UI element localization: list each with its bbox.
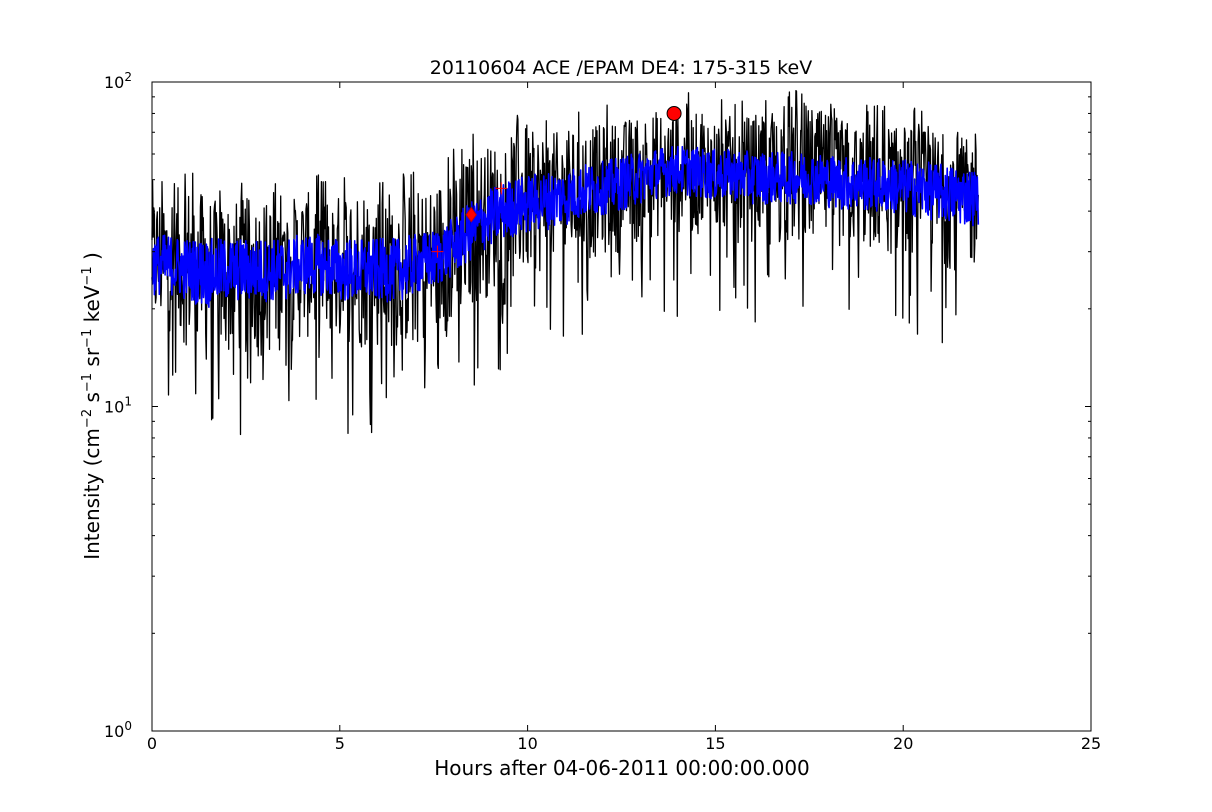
- x-tick-label: 20: [893, 734, 913, 753]
- x-tick-label: 0: [147, 734, 157, 753]
- x-tick-label: 10: [517, 734, 537, 753]
- x-tick-label: 5: [335, 734, 345, 753]
- marker-plus-3: [495, 182, 508, 195]
- peak-marker-circle: [666, 105, 682, 121]
- y-tick-label: 102: [104, 70, 132, 92]
- x-tick-label: 15: [705, 734, 725, 753]
- x-tick-label: 25: [1081, 734, 1101, 753]
- x-axis-label: Hours after 04-06-2011 00:00:00.000: [434, 756, 810, 780]
- y-axis-label: Intensity (cm−2 s−1 sr−1 keV−1 ): [80, 252, 104, 560]
- y-tick-label: 100: [104, 719, 132, 741]
- series-smoothed-line: [151, 145, 980, 309]
- plot-area: [151, 89, 980, 436]
- chart-title: 20110604 ACE /EPAM DE4: 175-315 keV: [430, 57, 812, 79]
- marker-plus-2: [431, 245, 444, 258]
- axis-ticks: 0 5 10 15 20 25 100 101 102: [104, 70, 1101, 753]
- y-tick-label: 101: [104, 395, 132, 417]
- onset-marker-diamond: [465, 206, 477, 223]
